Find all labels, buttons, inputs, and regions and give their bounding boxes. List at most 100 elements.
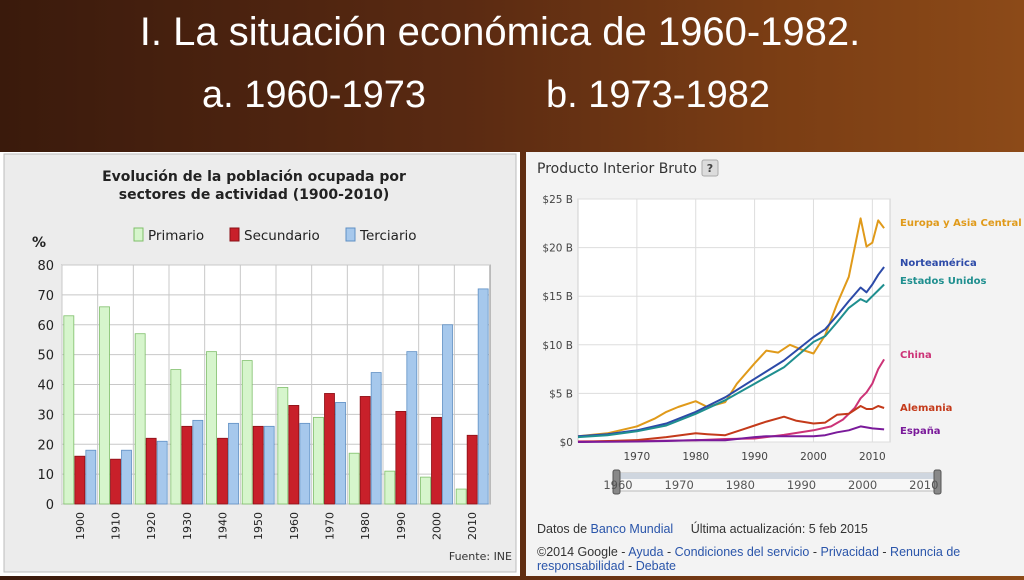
bar-primario-1920 [134, 333, 146, 505]
bar-primario-1950 [241, 360, 253, 505]
bar-chart-title-line2: sectores de actividad (1900-2010) [119, 187, 390, 203]
bar-primario-1910 [99, 306, 110, 505]
slider-tick-label: 2010 [909, 478, 938, 492]
bar-secundario-1980 [359, 396, 371, 505]
y-tick-label: $5 B [549, 388, 573, 400]
bar-secundario-1990 [395, 410, 407, 505]
bar-secundario-1940 [217, 437, 228, 505]
disclaimer-link[interactable]: Renuncia de responsabilidad [537, 545, 960, 573]
gdp-chart-legend: Europa y Asia Central Norteamérica Estados… [900, 218, 1022, 437]
footer-separator: - [666, 545, 672, 559]
gdp-chart-series [577, 217, 885, 443]
y-tick-label: 0 [46, 498, 54, 513]
bar-chart-source: Fuente: INE [449, 550, 512, 563]
bar-primario-1930 [170, 369, 182, 505]
terms-link[interactable]: Condiciones del servicio [674, 545, 810, 559]
bar-terciario-1900 [85, 449, 97, 505]
slider-range-bar [618, 473, 936, 479]
bar-secundario-1910 [110, 458, 121, 505]
disclaimer-link-part1: Renuncia de [890, 545, 961, 559]
y-tick-label: 20 [37, 438, 54, 453]
bar-chart-title-line1: Evolución de la población ocupada por [102, 169, 406, 185]
legend-swatch [229, 227, 240, 242]
privacy-link[interactable]: Privacidad [820, 545, 879, 559]
bar-chart-bars [63, 288, 489, 505]
y-tick-label: 60 [37, 319, 54, 334]
bar-primario-1940 [206, 351, 217, 505]
x-tick-label: 1910 [110, 512, 123, 540]
bar-chart-grid [61, 264, 491, 505]
bar-chart-legend: Primario Secundario Terciario [133, 227, 417, 244]
data-source-line: Datos de Banco Mundial Última actualizac… [537, 522, 868, 536]
slider-handle-left [612, 469, 621, 495]
footer-separator: - [628, 559, 633, 573]
bar-primario-2000 [420, 476, 431, 505]
bar-chart-axes: 0 10 20 30 40 50 60 70 80 1900 1910 1920 1930 1940 195… [37, 259, 479, 540]
gdp-chart-axes: $0 $5 B $10 B $15 B $20 B $25 B 1970 1980 1990 20… [542, 194, 885, 463]
y-tick-label: $15 B [542, 291, 573, 303]
bar-terciario-1910 [121, 449, 132, 505]
debate-link[interactable]: Debate [635, 559, 677, 573]
x-tick-label: 1920 [145, 512, 158, 540]
footer-separator: - [882, 545, 887, 559]
bar-terciario-1950 [263, 425, 275, 505]
gdp-chart-panel: Producto Interior Bruto ? Europa y Asia … [526, 152, 1024, 576]
y-tick-label: $10 B [542, 340, 573, 352]
employment-chart-panel: Evolución de la población ocupada por se… [0, 152, 520, 576]
bar-primario-1980 [348, 452, 360, 505]
slider-tick-label: 1990 [787, 478, 816, 492]
series-line-norteamérica [577, 266, 885, 438]
bar-terciario-1930 [192, 419, 204, 505]
series-line-alemania [577, 405, 885, 443]
x-tick-label: 1980 [359, 512, 372, 540]
bar-terciario-1970 [335, 402, 346, 505]
x-tick-label: 2000 [431, 512, 444, 540]
x-tick-label: 1970 [624, 451, 651, 463]
bar-primario-1960 [277, 387, 289, 505]
x-tick-label: 1940 [217, 512, 230, 540]
plot-area [577, 198, 891, 443]
x-tick-label: 1990 [395, 512, 408, 540]
series-label: Alemania [900, 403, 952, 414]
slide-subtitle-a: a. 1960-1973 [202, 74, 426, 116]
series-line-españa [577, 425, 885, 443]
slider-tick-label: 1970 [665, 478, 694, 492]
bar-secundario-1930 [181, 425, 193, 505]
help-icon[interactable] [701, 159, 719, 177]
slide-subtitle-b: b. 1973-1982 [546, 74, 770, 116]
help-link[interactable]: Ayuda [628, 545, 664, 559]
data-source-link[interactable]: Banco Mundial [590, 522, 674, 536]
gdp-chart-title: Producto Interior Bruto [537, 161, 697, 177]
x-tick-label: 1930 [181, 512, 194, 540]
bar-terciario-1920 [156, 440, 168, 505]
bar-primario-1990 [384, 470, 396, 505]
x-tick-label: 1990 [741, 451, 768, 463]
bar-terciario-1990 [406, 351, 418, 505]
bar-secundario-2010 [466, 434, 478, 505]
bar-secundario-1950 [252, 425, 264, 505]
series-label: España [900, 426, 941, 437]
x-tick-label: 1980 [682, 451, 709, 463]
bar-secundario-1920 [145, 437, 157, 505]
y-tick-label: 30 [37, 408, 54, 423]
bar-primario-1970 [313, 416, 324, 505]
gdp-line-chart: Producto Interior Bruto ? Europa y Asia … [537, 159, 1022, 495]
bar-terciario-1960 [299, 422, 311, 505]
bar-chart-y-label: % [32, 235, 46, 251]
x-tick-label: 1960 [288, 512, 301, 540]
legend-label: Terciario [359, 228, 417, 244]
time-range-slider[interactable]: 1960 1970 1980 1990 2000 2010 [603, 469, 942, 495]
series-line-estados-unidos [577, 283, 885, 439]
x-tick-label: 2000 [800, 451, 827, 463]
slide-title: I. La situación económica de 1960-1982. [139, 10, 861, 54]
bar-secundario-1960 [288, 405, 300, 505]
x-tick-label: 1900 [74, 512, 87, 540]
legend-label: Primario [148, 228, 204, 244]
slider-tick-label: 1980 [726, 478, 755, 492]
bar-terciario-1940 [228, 422, 239, 505]
data-source-prefix: Datos de [537, 522, 588, 536]
bar-terciario-2000 [442, 324, 453, 505]
series-label: Norteamérica [900, 257, 977, 269]
bar-primario-2010 [455, 488, 467, 505]
bar-terciario-1980 [370, 372, 382, 505]
